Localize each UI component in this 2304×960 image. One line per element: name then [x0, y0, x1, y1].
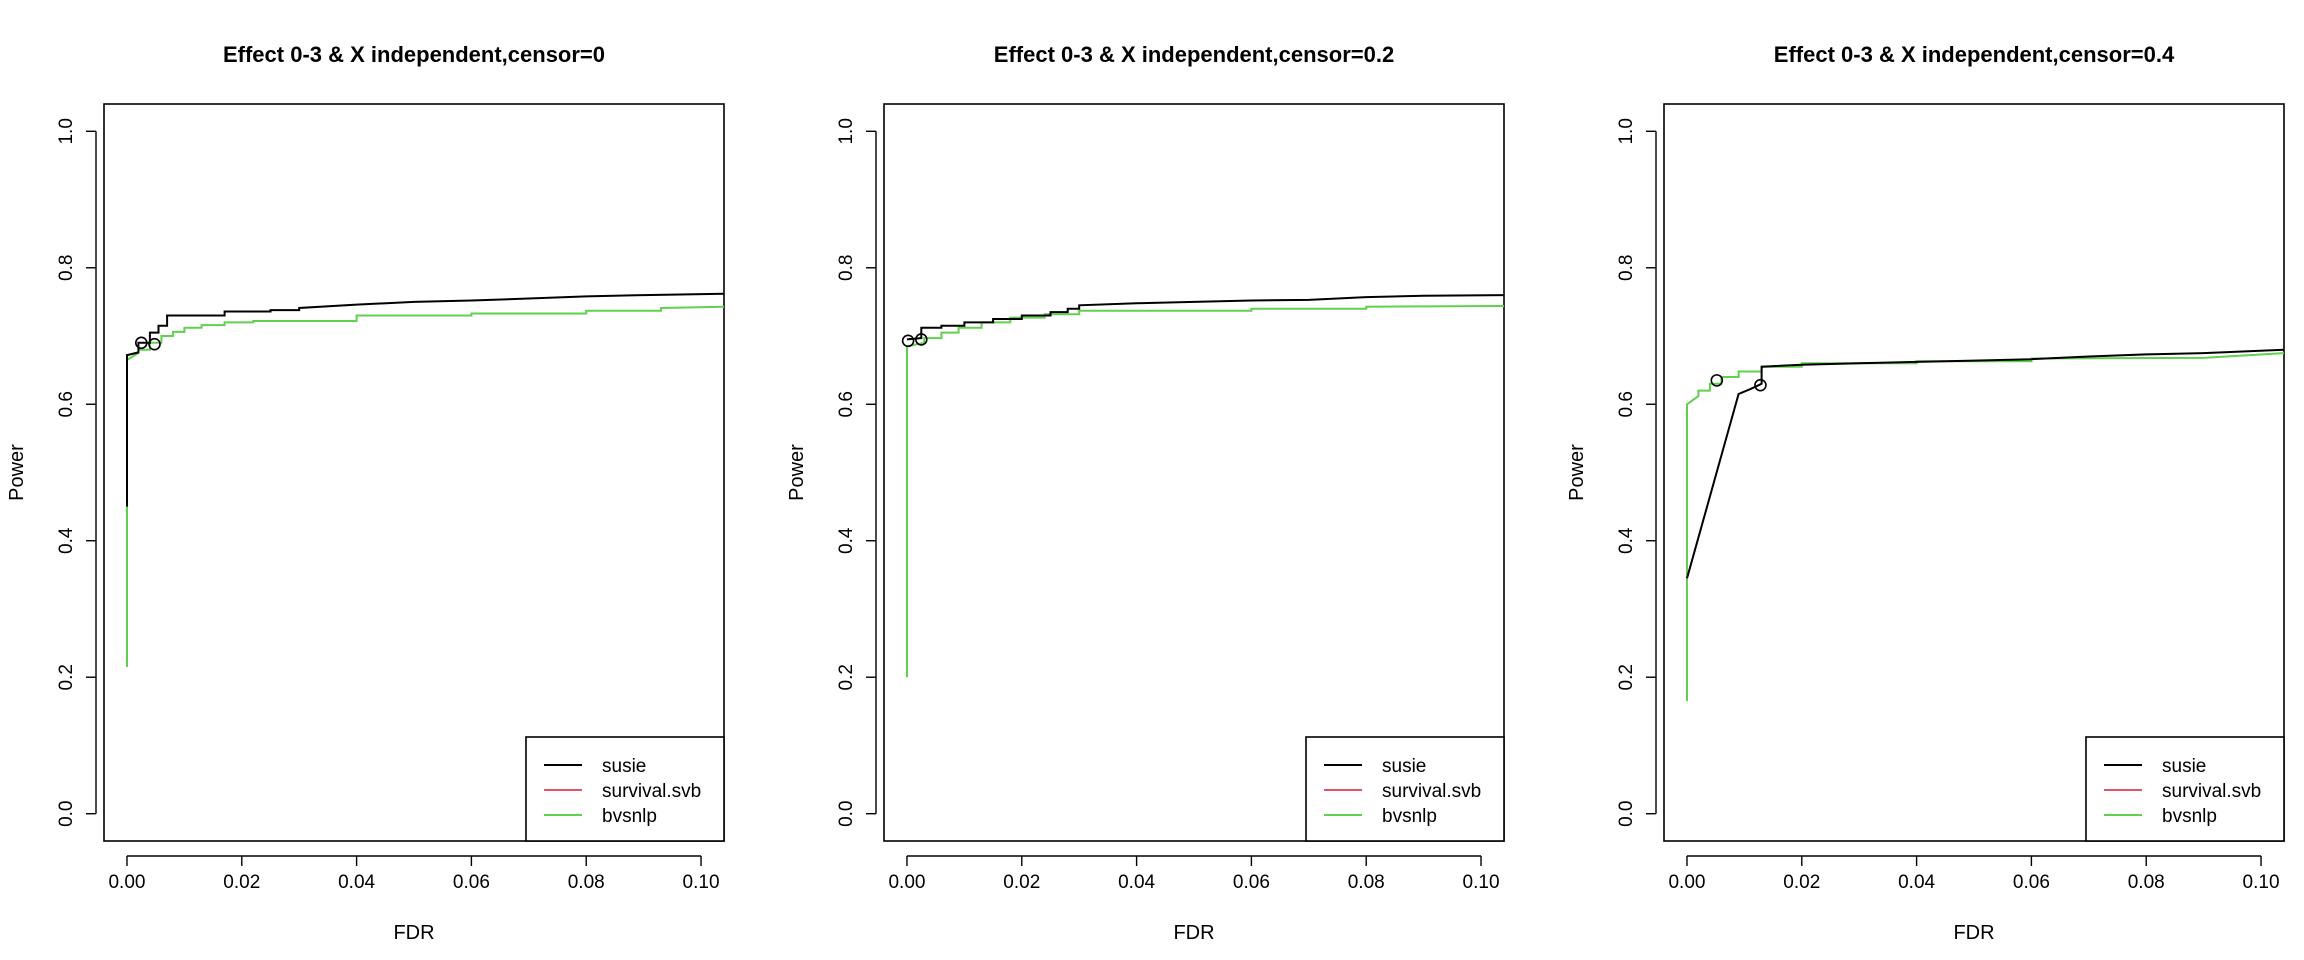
plot-area: [126, 292, 724, 667]
y-tick-label: 0.8: [836, 255, 857, 281]
point-marker: [915, 333, 928, 346]
legend: susie survival.svb bvsnlp: [1305, 736, 1505, 842]
y-tick-label: 0.0: [1616, 800, 1637, 826]
point-marker: [901, 334, 915, 348]
y-tick-label: 0.8: [1616, 255, 1637, 281]
legend-label: susie: [1382, 756, 1426, 777]
legend: susie survival.svb bvsnlp: [2085, 736, 2285, 842]
y-tick-label: 0.6: [1616, 391, 1637, 417]
x-tick-label: 0.00: [1668, 872, 1705, 893]
chart-panel-3: Effect 0-3 & X independent,censor=0.4 0.0…: [1566, 42, 2285, 944]
y-tick-label: 0.4: [1616, 527, 1637, 554]
legend-label: survival.svb: [2162, 781, 2261, 802]
plot-frame: [883, 103, 1505, 842]
legend-label: susie: [2162, 756, 2206, 777]
y-tick-label: 1.0: [836, 118, 857, 144]
x-axis-label: FDR: [1173, 922, 1214, 944]
plot-frame: [103, 103, 725, 842]
series-line-susie: [126, 292, 724, 507]
plot-area: [901, 294, 1504, 678]
y-tick-label: 0.2: [56, 664, 77, 690]
legend-label: susie: [602, 756, 646, 777]
legend-label: bvsnlp: [602, 806, 657, 827]
x-tick-label: 0.04: [338, 872, 375, 893]
x-tick-label: 0.00: [888, 872, 925, 893]
series-line-susie: [906, 294, 1504, 341]
y-tick-label: 0.4: [836, 527, 857, 554]
legend-label: bvsnlp: [2162, 806, 2217, 827]
x-tick-label: 0.10: [1463, 872, 1500, 893]
x-tick-label: 0.00: [108, 872, 145, 893]
legend-label: survival.svb: [1382, 781, 1481, 802]
x-axis-label: FDR: [1953, 922, 1994, 944]
y-axis-label: Power: [786, 444, 808, 501]
x-tick-label: 0.02: [1003, 872, 1040, 893]
y-tick-label: 1.0: [56, 118, 77, 144]
x-tick-label: 0.08: [568, 872, 605, 893]
x-tick-label: 0.08: [1348, 872, 1385, 893]
x-tick-label: 0.08: [2128, 872, 2165, 893]
x-axis-label: FDR: [393, 922, 434, 944]
series-line-bvsnlp: [1686, 352, 2284, 702]
y-axis-label: Power: [6, 444, 28, 501]
x-tick-label: 0.06: [1233, 872, 1270, 893]
point-marker: [1754, 378, 1767, 392]
y-tick-label: 0.4: [56, 527, 77, 554]
x-tick-label: 0.04: [1118, 872, 1155, 893]
chart-title: Effect 0-3 & X independent,censor=0: [223, 42, 605, 67]
legend-label: bvsnlp: [1382, 806, 1437, 827]
legend: susie survival.svb bvsnlp: [525, 736, 725, 842]
y-tick-label: 0.0: [836, 800, 857, 826]
chart-title: Effect 0-3 & X independent,censor=0.4: [1774, 42, 2175, 67]
point-marker: [148, 337, 161, 351]
y-tick-label: 0.6: [56, 391, 77, 417]
chart-panel-1: Effect 0-3 & X independent,censor=0 0.00 0…: [6, 42, 725, 944]
y-tick-label: 0.0: [56, 800, 77, 826]
y-tick-label: 0.6: [836, 391, 857, 417]
x-tick-label: 0.02: [1783, 872, 1820, 893]
x-tick-label: 0.10: [683, 872, 720, 893]
point-marker: [135, 336, 148, 350]
plot-frame: [1663, 103, 2285, 842]
y-tick-label: 1.0: [1616, 118, 1637, 144]
y-axis-label: Power: [1566, 444, 1588, 501]
x-tick-label: 0.04: [1898, 872, 1935, 893]
series-line-bvsnlp: [906, 305, 1504, 678]
legend-label: survival.svb: [602, 781, 701, 802]
y-tick-label: 0.2: [836, 664, 857, 690]
chart-title: Effect 0-3 & X independent,censor=0.2: [994, 42, 1394, 67]
x-tick-label: 0.06: [2013, 872, 2050, 893]
chart-panel-2: Effect 0-3 & X independent,censor=0.2 0.0…: [786, 42, 1505, 944]
series-line-bvsnlp: [126, 305, 724, 667]
x-tick-label: 0.02: [223, 872, 260, 893]
x-tick-label: 0.06: [453, 872, 490, 893]
point-marker: [1710, 374, 1724, 387]
y-tick-label: 0.8: [56, 255, 77, 281]
x-tick-label: 0.10: [2243, 872, 2280, 893]
plot-area: [1686, 348, 2284, 702]
series-line-susie: [1686, 348, 2284, 579]
y-tick-label: 0.2: [1616, 664, 1637, 690]
